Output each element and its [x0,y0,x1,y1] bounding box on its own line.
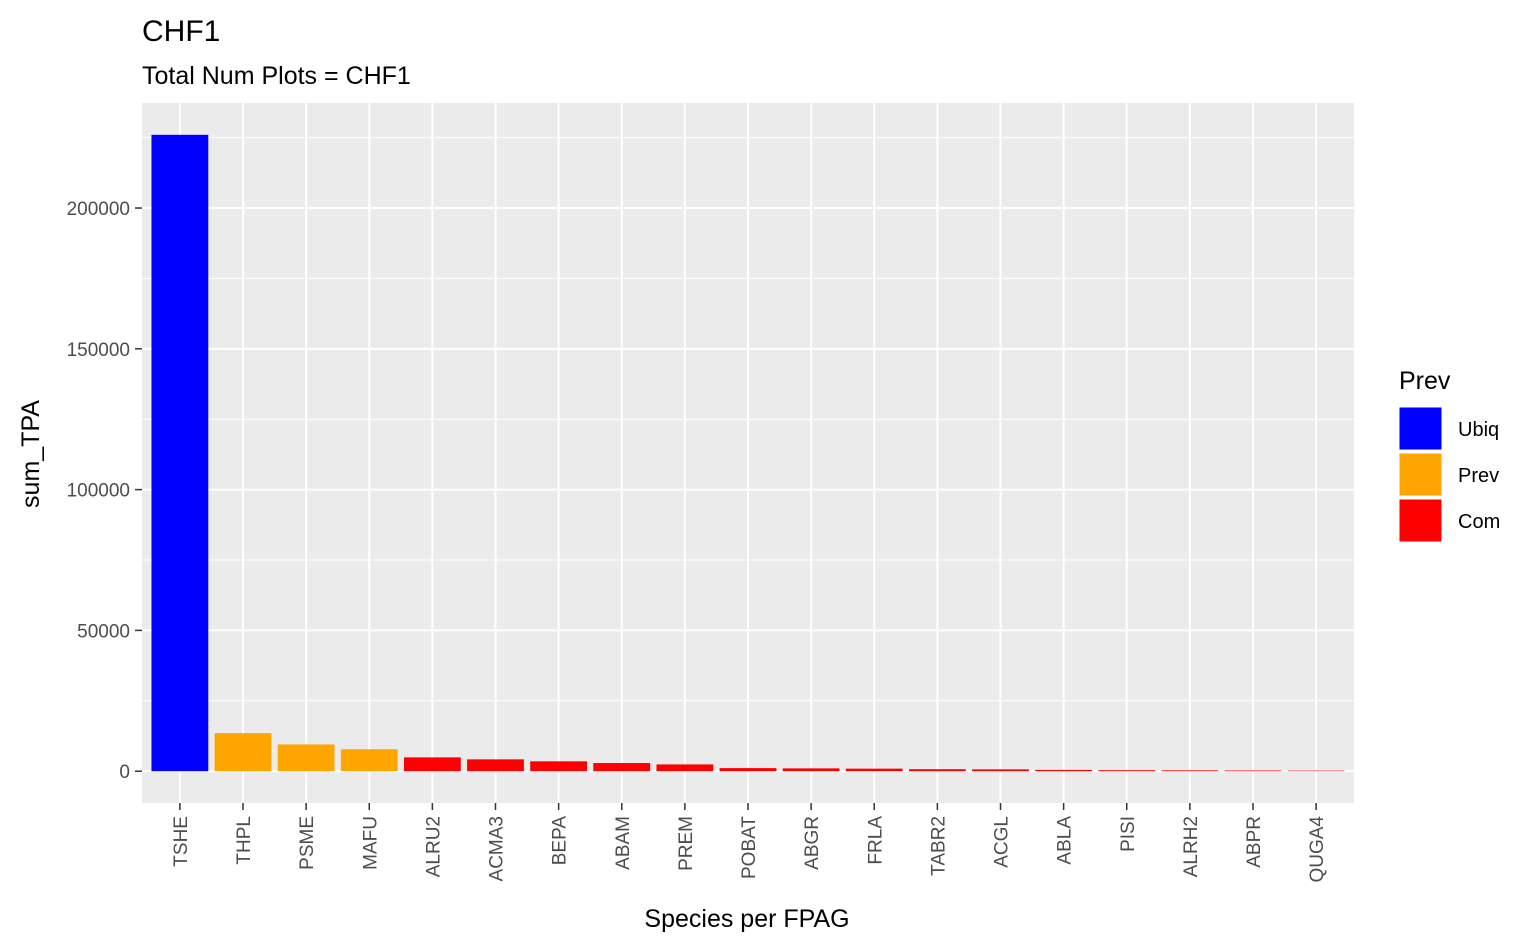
x-tick-label-frla: FRLA [865,816,886,865]
chart-subtitle: Total Num Plots = CHF1 [142,62,411,90]
bar-tshe [151,134,209,772]
bar-alru2 [403,757,461,772]
x-tick-label-alrh2: ALRH2 [1181,816,1202,877]
x-tick-label-acgl: ACGL [992,816,1013,868]
bar-pisi [1098,770,1156,772]
legend-label-com: Com [1458,511,1500,533]
y-tick-label: 50000 [77,621,130,642]
y-tick-label: 200000 [67,199,130,220]
x-tick-label-bepa: BEPA [550,816,571,866]
y-tick-label: 100000 [67,481,130,502]
bar-bepa [530,761,588,772]
x-tick-label-quga4: QUGA4 [1307,816,1328,883]
x-tick-label-psme: PSME [297,816,318,870]
bar-prem [656,764,714,772]
legend-label-prev: Prev [1458,465,1499,487]
x-tick-label-thpl: THPL [234,816,255,865]
x-tick-label-acma3: ACMA3 [487,816,508,881]
y-tick-label: 150000 [67,340,130,361]
x-tick-label-abpr: ABPR [1244,816,1265,868]
legend-key-prev [1398,452,1443,497]
bar-thpl [214,733,272,772]
legend: Prev Ubiq Prev Com [1398,367,1500,543]
x-tick-label-pisi: PISI [1118,816,1139,852]
bar-acma3 [467,759,524,772]
y-tick-label: 0 [119,762,130,783]
bar-abam [593,763,651,772]
bar-alrh2 [1161,770,1219,772]
x-tick-label-prem: PREM [676,816,697,871]
legend-key-com [1398,498,1443,543]
y-axis-title: sum_TPA [17,400,45,508]
bar-pobat [719,768,777,772]
y-axis: 0 50000 100000 150000 200000 [67,199,142,783]
bar-acgl [972,769,1029,772]
bar-quga4 [1287,770,1345,772]
bar-frla [845,768,903,772]
x-tick-label-tshe: TSHE [171,816,192,867]
x-tick-label-abgr: ABGR [802,816,823,870]
legend-label-ubiq: Ubiq [1458,419,1499,441]
bar-abla [1035,769,1093,772]
bar-abpr [1224,770,1282,772]
x-axis-title: Species per FPAG [644,905,849,933]
legend-key-ubiq [1398,406,1443,451]
x-tick-label-mafu: MAFU [360,816,381,870]
bar-tabr2 [908,769,966,772]
chart-title: CHF1 [142,15,220,48]
bars [151,134,1345,772]
x-tick-label-alru2: ALRU2 [423,816,444,877]
bar-mafu [340,749,398,772]
x-tick-label-abla: ABLA [1055,816,1076,865]
bar-psme [277,744,335,772]
x-tick-label-abam: ABAM [613,816,634,870]
x-tick-label-pobat: POBAT [739,816,760,879]
legend-title: Prev [1399,367,1451,395]
x-axis: TSHE THPL PSME MAFU ALRU2 ACMA3 BEPA ABAM PREM PO… [171,803,1328,883]
bar-abgr [782,768,840,772]
x-tick-label-tabr2: TABR2 [928,816,949,876]
